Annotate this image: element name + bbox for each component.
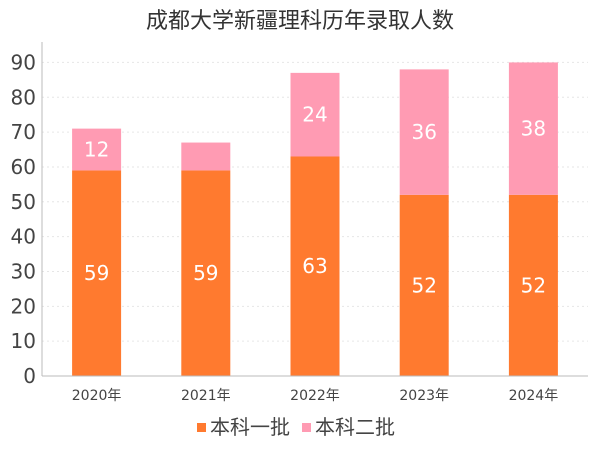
y-tick-label: 70 — [11, 120, 36, 144]
bar-tier2-2 — [181, 142, 231, 171]
x-tick-label: 2024年 — [509, 388, 559, 404]
legend-swatch — [302, 423, 311, 432]
data-label: 12 — [84, 138, 109, 162]
y-tick-label: 30 — [11, 259, 36, 283]
x-tick-label: 2022年 — [290, 388, 340, 404]
bar-tier1-2 — [181, 170, 231, 376]
legend-swatch — [197, 423, 206, 432]
y-tick-label: 10 — [11, 329, 36, 353]
y-tick-label: 80 — [11, 85, 36, 109]
bar-tier1-5 — [508, 194, 558, 376]
y-tick-label: 0 — [23, 364, 36, 388]
x-tick-label: 2021年 — [181, 388, 231, 404]
y-tick-label: 90 — [11, 50, 36, 74]
legend: 本科一批 本科二批 — [197, 415, 395, 439]
bar-tier2-1 — [72, 128, 122, 171]
bar-tier2-3 — [290, 72, 340, 157]
legend-label: 本科一批 — [210, 415, 290, 439]
y-tick-label: 40 — [11, 225, 36, 249]
data-label: 63 — [302, 254, 327, 278]
x-tick-labels: 2020年 2021年 2022年 2023年 2024年 — [72, 388, 558, 404]
y-tick-label: 60 — [11, 155, 36, 179]
data-label: 59 — [193, 261, 218, 285]
data-label: 36 — [411, 120, 436, 144]
bar-tier2-4 — [399, 69, 449, 195]
y-tick-labels: 0 10 20 30 40 50 60 70 80 90 — [11, 50, 36, 388]
data-labels: 59 12 59 63 24 52 36 52 38 — [84, 103, 546, 298]
y-tick-label: 20 — [11, 294, 36, 318]
bar-tier1-1 — [72, 170, 122, 376]
legend-label: 本科二批 — [315, 415, 395, 439]
axes — [41, 42, 588, 377]
bar-tier2-5 — [508, 62, 558, 195]
data-label: 59 — [84, 261, 109, 285]
chart-title: 成都大学新疆理科历年录取人数 — [146, 9, 454, 34]
data-label: 52 — [411, 273, 436, 297]
bar-tier1-4 — [399, 194, 449, 376]
bars — [72, 62, 558, 376]
data-label: 52 — [521, 273, 546, 297]
x-tick-label: 2023年 — [399, 388, 449, 404]
x-tick-label: 2020年 — [72, 388, 122, 404]
data-label: 24 — [302, 103, 327, 127]
bar-tier1-3 — [290, 156, 340, 376]
grid-lines — [42, 61, 588, 342]
data-label: 38 — [521, 117, 546, 141]
y-tick-label: 50 — [11, 190, 36, 214]
